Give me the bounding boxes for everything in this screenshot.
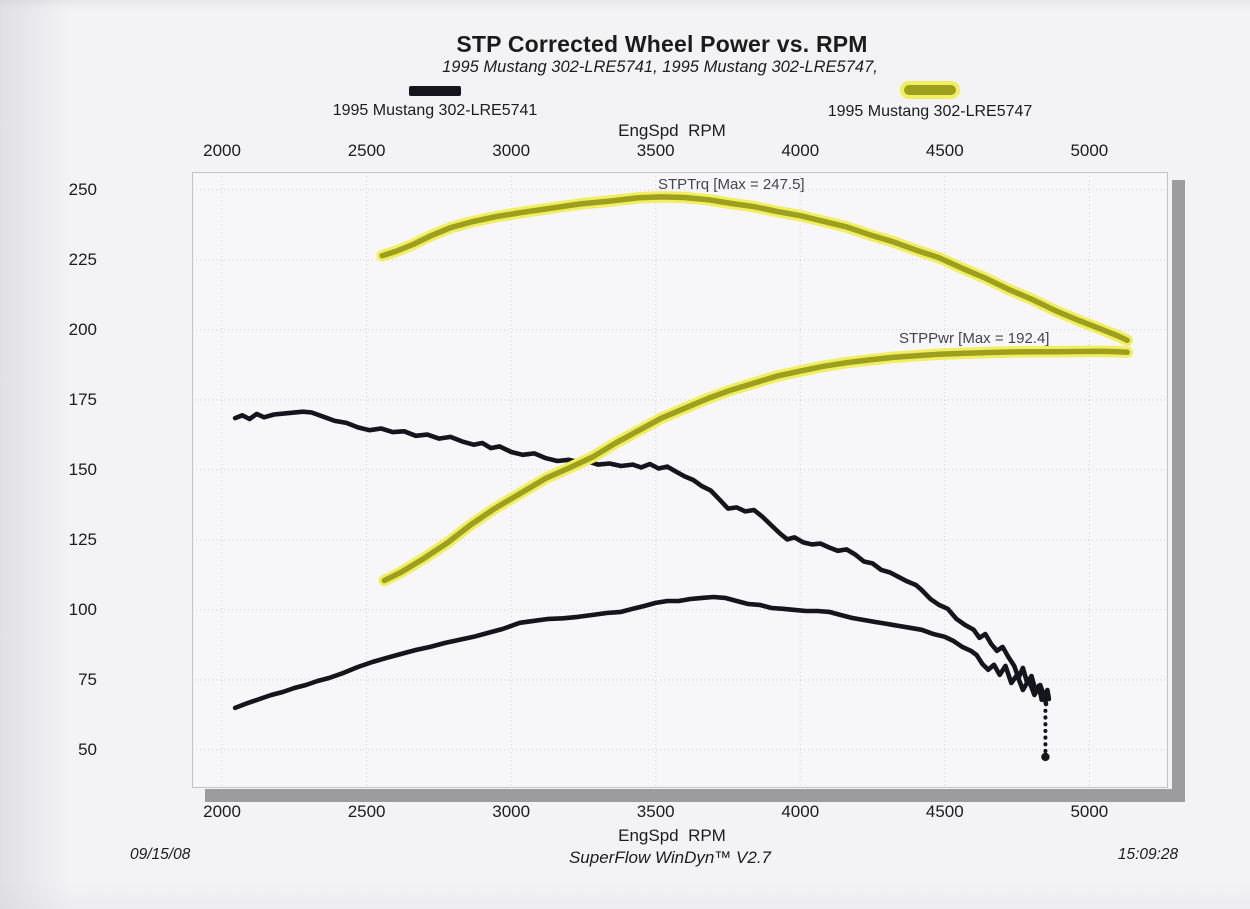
y-tick-200: 200	[68, 319, 97, 339]
x-tick-top-5000: 5000	[1070, 141, 1109, 160]
x-tick-bottom-3500: 3500	[636, 802, 675, 821]
legend-item-lre5747: 1995 Mustang 302-LRE5747	[810, 85, 1050, 121]
plot-area: STPTrq [Max = 247.5] STPPwr [Max = 192.4…	[192, 172, 1168, 788]
x-tick-top-3000: 3000	[492, 141, 531, 160]
trace-stptrq-1995-mustang-302-lre5747	[379, 194, 1130, 344]
x-tick-bottom-5000: 5000	[1070, 802, 1109, 821]
y-tick-175: 175	[68, 389, 97, 409]
plot-drop-shadow-right	[1172, 180, 1185, 801]
x-tick-bottom-2000: 2000	[203, 802, 241, 821]
x-axis-title-top: EngSpd RPM	[618, 121, 726, 140]
y-tick-125: 125	[68, 529, 97, 549]
x-axis-title-bottom: EngSpd RPM	[618, 826, 726, 845]
software-version: SuperFlow WinDyn™ V2.7	[568, 848, 772, 867]
y-tick-100: 100	[68, 599, 97, 619]
plot-drop-shadow-bottom	[205, 789, 1185, 802]
trace-stppwr-1995-mustang-302-lre5741	[232, 594, 1052, 711]
y-tick-225: 225	[68, 249, 97, 269]
legend-swatch-yellow-icon	[904, 85, 956, 95]
trace-halo-stppwr-1995-mustang-302-lre5747	[378, 345, 1133, 587]
y-tick-250: 250	[68, 179, 97, 199]
trace-end-dot	[1041, 752, 1050, 762]
annotation-stppwr-max: STPPwr [Max = 192.4]	[899, 330, 1050, 347]
chart-title: STP Corrected Wheel Power vs. RPM	[456, 31, 868, 57]
x-tick-top-2500: 2500	[347, 141, 386, 160]
x-tick-top-3500: 3500	[636, 141, 675, 160]
y-tick-150: 150	[68, 459, 97, 479]
x-tick-bottom-4000: 4000	[781, 802, 820, 821]
annotation-stptrq-max: STPTrq [Max = 247.5]	[658, 176, 805, 193]
legend-item-lre5741: 1995 Mustang 302-LRE5741	[315, 86, 555, 120]
dyno-curves-canvas	[192, 172, 1168, 788]
x-tick-top-2000: 2000	[203, 141, 241, 160]
legend-swatch-black-icon	[409, 86, 461, 96]
plot-border	[192, 172, 1168, 788]
trace-stptrq-1995-mustang-302-lre5741	[232, 409, 1049, 707]
report-date: 09/15/08	[130, 846, 191, 863]
x-tick-top-4000: 4000	[781, 141, 820, 160]
y-tick-75: 75	[78, 669, 97, 689]
trace-stppwr-1995-mustang-302-lre5747	[381, 348, 1130, 584]
chart-subtitle: 1995 Mustang 302-LRE5741, 1995 Mustang 3…	[442, 58, 878, 76]
x-tick-bottom-4500: 4500	[925, 802, 964, 821]
x-tick-bottom-2500: 2500	[347, 802, 386, 821]
report-time: 15:09:28	[1117, 846, 1179, 863]
legend-label-lre5747: 1995 Mustang 302-LRE5747	[827, 103, 1033, 120]
legend-label-lre5741: 1995 Mustang 302-LRE5741	[332, 102, 538, 119]
x-tick-top-4500: 4500	[925, 141, 964, 160]
x-tick-bottom-3000: 3000	[492, 802, 531, 821]
y-tick-50: 50	[78, 739, 97, 759]
